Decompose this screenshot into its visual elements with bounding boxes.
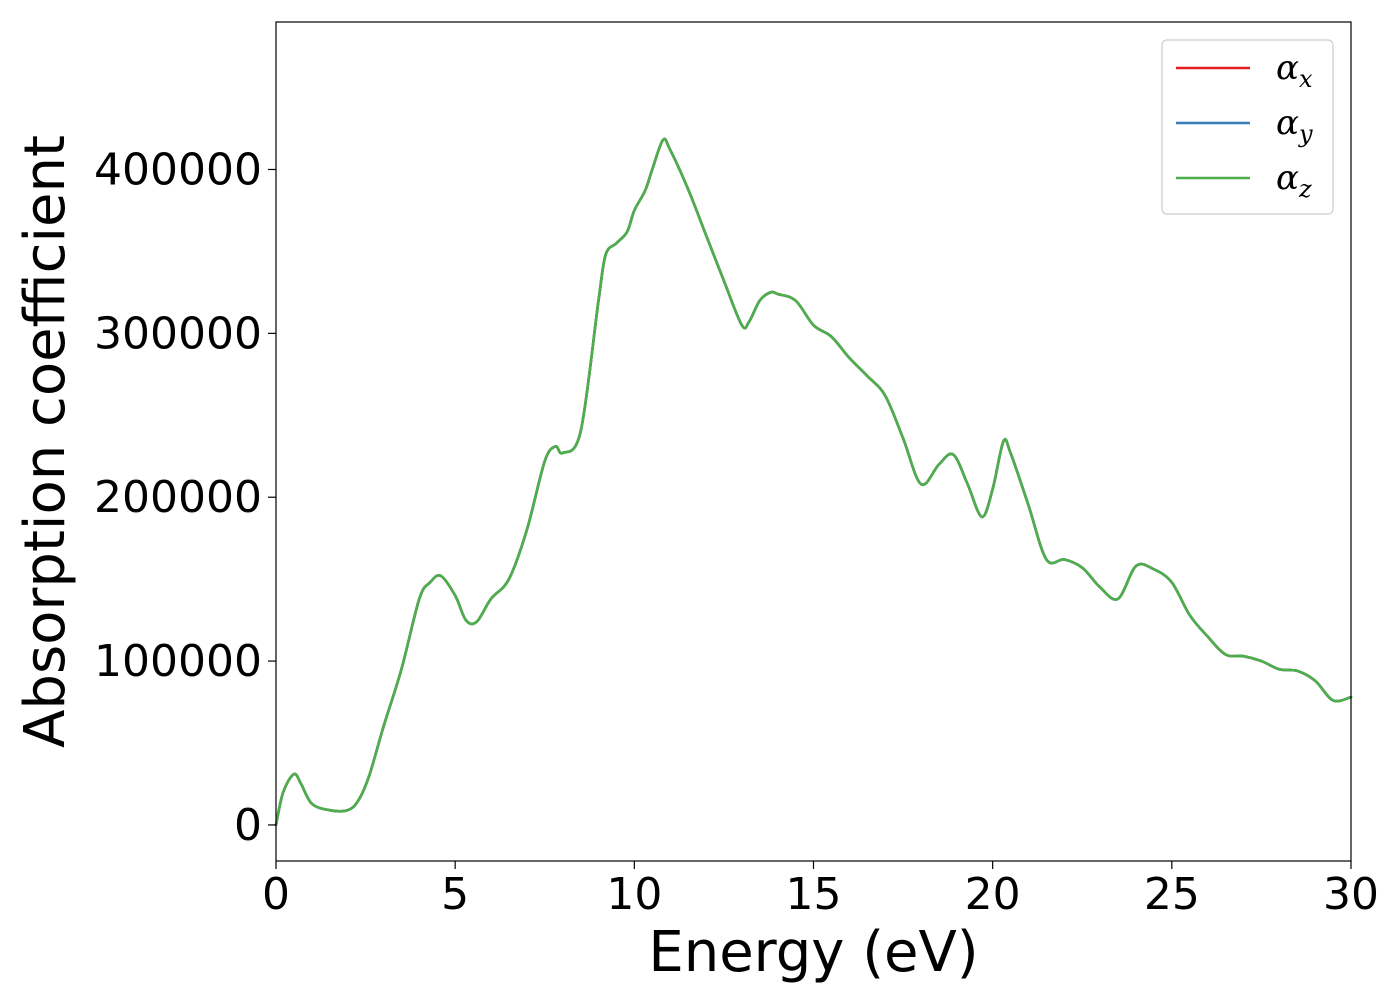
series-line-z (274, 137, 1353, 827)
x-tick-label: 15 (786, 869, 842, 920)
x-axis: 0 5 10 15 20 25 30 (262, 861, 1379, 920)
y-tick-label: 400000 (94, 144, 262, 195)
x-tick-label: 20 (965, 869, 1021, 920)
y-axis: 0 100000 200000 300000 400000 (94, 144, 276, 851)
y-tick-label: 200000 (94, 472, 262, 523)
y-axis-label: Absorption coefficient (13, 135, 78, 748)
legend: αx αy αz (1161, 39, 1334, 215)
legend-label-x: αx (1276, 48, 1313, 93)
x-tick-label: 30 (1323, 869, 1379, 920)
y-tick-label: 300000 (94, 308, 262, 359)
legend-label-y: αy (1276, 103, 1313, 148)
x-axis-label: Energy (eV) (648, 920, 978, 985)
legend-label-z: αz (1276, 158, 1312, 203)
x-tick-label: 25 (1144, 869, 1200, 920)
y-tick-label: 0 (234, 800, 262, 851)
y-tick-label: 100000 (94, 636, 262, 687)
x-tick-label: 5 (441, 869, 469, 920)
series-layer (274, 137, 1353, 827)
x-tick-label: 10 (606, 869, 662, 920)
legend-box (1161, 39, 1334, 215)
x-tick-label: 0 (262, 869, 290, 920)
